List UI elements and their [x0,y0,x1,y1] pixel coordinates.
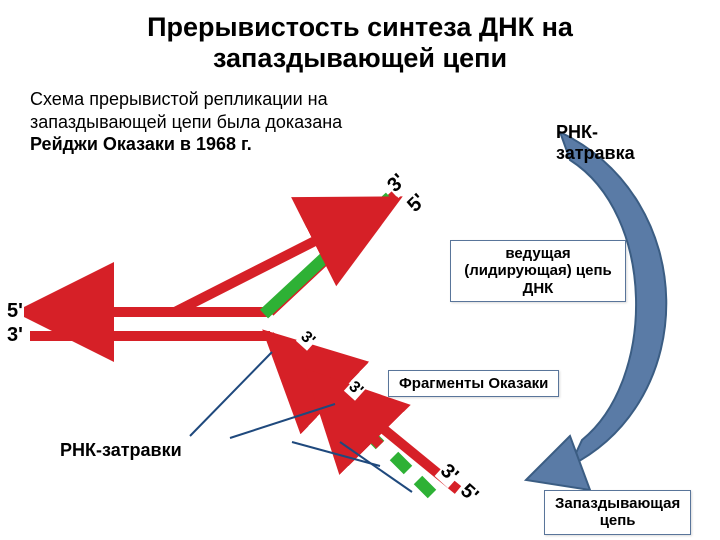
okazaki-fragments-label: Фрагменты Оказаки [388,370,559,397]
primer-line-3 [292,442,380,466]
primer-line-1 [190,352,272,436]
prime-3-left: 3' [6,324,24,347]
leading-strand-label: ведущая (лидирующая) цепь ДНК [450,240,626,302]
primer-line-2 [230,404,335,438]
prime-5-left: 5' [6,300,24,323]
rna-primer-top-label: РНК- затравка [556,122,635,164]
lagging-strand-label: Запаздывающая цепь [544,490,691,535]
okazaki-primer-3a [394,456,408,470]
okazaki-primer-3b [418,480,432,494]
rna-primers-bottom-label: РНК-затравки [60,440,182,461]
